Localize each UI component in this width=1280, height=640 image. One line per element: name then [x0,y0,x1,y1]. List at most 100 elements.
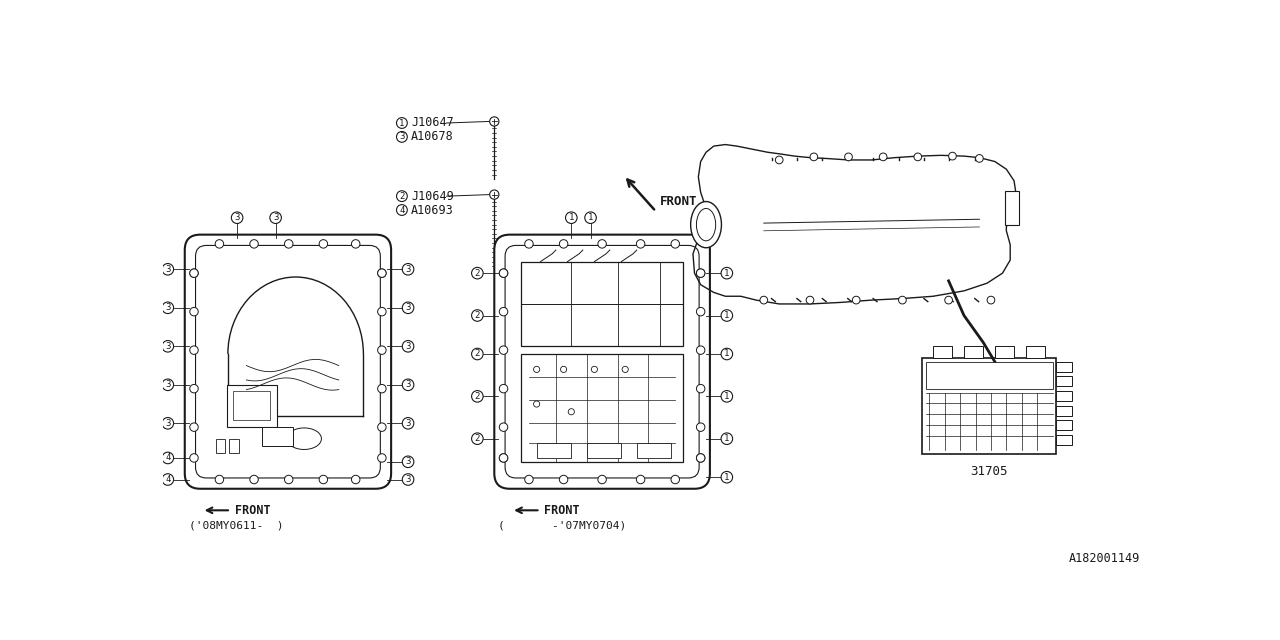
Circle shape [397,205,407,216]
Text: 31705: 31705 [970,465,1007,477]
Circle shape [378,269,387,277]
Text: 1: 1 [724,349,730,358]
Text: 3: 3 [273,213,278,222]
Bar [925,362,1052,388]
Circle shape [499,269,508,277]
Circle shape [319,476,328,484]
Text: 1: 1 [568,213,573,222]
Circle shape [378,346,387,355]
Circle shape [402,417,413,429]
Bar [521,354,684,462]
Text: 4: 4 [165,454,170,463]
Text: 3: 3 [406,475,411,484]
Circle shape [270,212,282,223]
Text: FRONT: FRONT [234,504,270,517]
Circle shape [696,454,705,462]
Circle shape [948,152,956,160]
Circle shape [696,423,705,431]
Circle shape [163,452,174,464]
Bar [922,358,1056,454]
Circle shape [806,296,814,304]
Bar [1056,391,1071,401]
Circle shape [284,476,293,484]
Bar [964,346,983,358]
Bar [215,438,225,452]
Circle shape [471,348,483,360]
Circle shape [696,385,705,393]
Circle shape [402,474,413,485]
Bar [521,262,684,346]
Circle shape [189,307,198,316]
Circle shape [721,310,732,321]
Circle shape [378,454,387,462]
Circle shape [721,390,732,402]
Text: 2: 2 [475,434,480,443]
Text: ('08MY0611-  ): ('08MY0611- ) [188,521,283,531]
Text: 2: 2 [475,392,480,401]
Bar [1025,346,1044,358]
Circle shape [189,454,198,462]
Bar [1056,362,1071,372]
Text: FRONT: FRONT [544,504,580,517]
Circle shape [696,269,705,277]
Text: 4: 4 [165,475,170,484]
Circle shape [402,302,413,314]
Circle shape [215,239,224,248]
Text: 3: 3 [406,419,411,428]
Circle shape [721,348,732,360]
Circle shape [499,307,508,316]
Ellipse shape [691,202,722,248]
Text: 1: 1 [724,392,730,401]
Circle shape [914,153,922,161]
Circle shape [163,474,174,485]
Circle shape [250,476,259,484]
Circle shape [319,239,328,248]
Circle shape [378,307,387,316]
Text: A182001149: A182001149 [1069,552,1139,564]
Text: A10678: A10678 [411,131,454,143]
Circle shape [696,346,705,355]
Bar [227,385,278,427]
Text: 3: 3 [165,380,170,389]
Circle shape [499,454,508,462]
Circle shape [499,385,508,393]
Bar [1056,420,1071,430]
Circle shape [636,476,645,484]
Circle shape [721,268,732,279]
Text: 2: 2 [475,269,480,278]
Circle shape [559,239,568,248]
Circle shape [397,118,407,129]
Ellipse shape [696,209,716,241]
Circle shape [760,296,768,304]
Circle shape [471,433,483,444]
Circle shape [284,239,293,248]
Circle shape [987,296,995,304]
Polygon shape [692,145,1016,304]
Circle shape [499,269,508,277]
Bar [1056,376,1071,387]
Bar [586,442,621,458]
Circle shape [845,153,852,161]
Circle shape [471,268,483,279]
Circle shape [585,212,596,223]
Circle shape [499,423,508,431]
Bar [536,442,571,458]
Circle shape [352,239,360,248]
Bar [995,346,1014,358]
Text: 2: 2 [475,349,480,358]
Circle shape [163,340,174,352]
Circle shape [250,239,259,248]
Circle shape [899,296,906,304]
Text: J10649: J10649 [411,189,454,203]
Ellipse shape [287,428,321,449]
Text: (       -'07MY0704): ( -'07MY0704) [498,521,626,531]
Circle shape [352,476,360,484]
Circle shape [525,239,534,248]
Text: A10693: A10693 [411,204,454,216]
Bar [1056,406,1071,415]
Circle shape [696,454,705,462]
Text: 2: 2 [399,191,404,201]
FancyBboxPatch shape [184,235,392,489]
Circle shape [975,155,983,163]
Circle shape [598,476,607,484]
